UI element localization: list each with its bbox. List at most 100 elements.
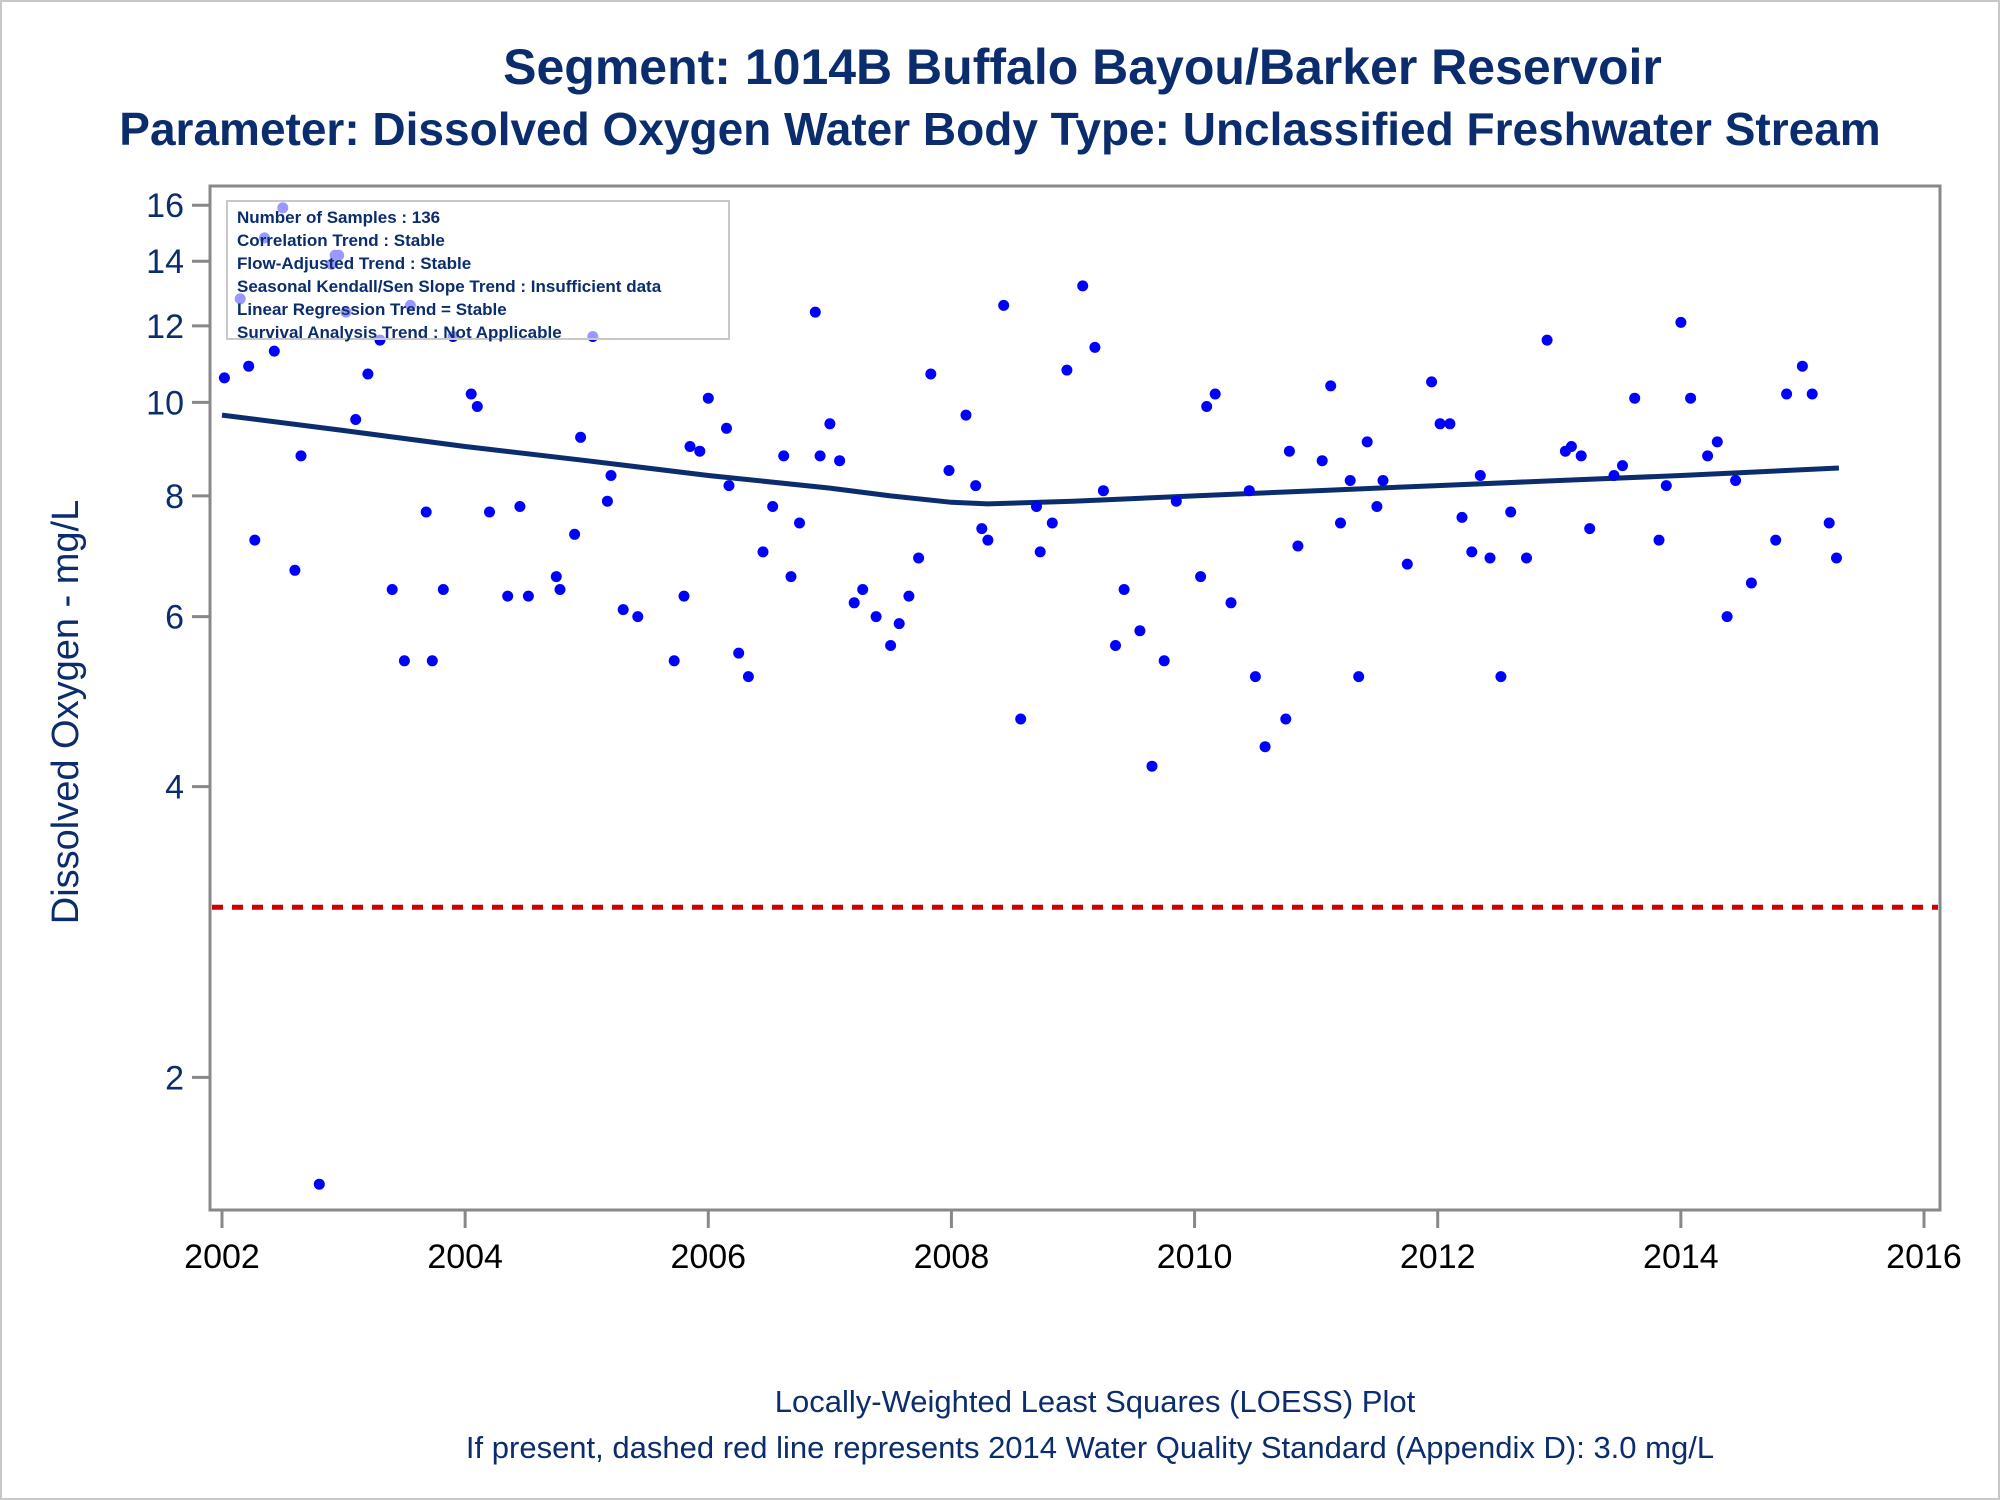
y-tick-label: 2 xyxy=(165,1059,184,1097)
data-point xyxy=(605,470,617,481)
data-point xyxy=(767,501,779,512)
data-point xyxy=(1617,460,1628,472)
data-point xyxy=(1015,713,1027,725)
data-point xyxy=(893,618,905,630)
stat-flow-adjusted-trend: Flow-Adjusted Trend : Stable xyxy=(237,254,472,273)
data-points xyxy=(218,202,1842,1190)
data-point xyxy=(1745,577,1757,589)
data-point xyxy=(1249,671,1261,683)
stat-survival-analysis: Survival Analysis Trend : Not Applicable xyxy=(237,323,562,342)
data-point xyxy=(1280,713,1292,725)
footnote-standard: If present, dashed red line represents 2… xyxy=(465,1430,1715,1465)
data-point xyxy=(1426,376,1438,388)
data-point xyxy=(824,418,836,430)
stat-seasonal-kendall: Seasonal Kendall/Sen Slope Trend : Insuf… xyxy=(237,277,662,296)
y-tick-label: 14 xyxy=(146,243,184,281)
data-point xyxy=(903,590,915,602)
data-point xyxy=(502,590,514,602)
data-point xyxy=(1806,388,1818,400)
data-point xyxy=(742,671,754,683)
data-point xyxy=(1823,517,1835,529)
data-point xyxy=(814,450,826,462)
data-point xyxy=(1335,517,1346,529)
data-point xyxy=(1444,418,1456,430)
data-point xyxy=(848,597,860,609)
data-point xyxy=(1770,534,1782,546)
data-point xyxy=(1474,470,1486,481)
data-point xyxy=(998,299,1010,311)
x-tick-label: 2008 xyxy=(914,1238,990,1276)
data-point xyxy=(1495,671,1507,683)
data-point xyxy=(885,640,897,651)
data-point xyxy=(1325,380,1337,392)
data-point xyxy=(1675,316,1687,328)
data-point xyxy=(243,360,255,372)
data-point xyxy=(668,655,680,667)
data-point xyxy=(1259,741,1271,753)
data-point xyxy=(733,647,745,659)
data-point xyxy=(426,655,438,667)
data-point xyxy=(1565,441,1577,452)
data-point xyxy=(514,501,526,512)
data-point xyxy=(757,546,769,558)
data-point xyxy=(1097,485,1109,497)
x-tick-label: 2012 xyxy=(1400,1238,1476,1276)
data-point xyxy=(785,571,797,583)
data-point xyxy=(1401,558,1413,570)
data-point xyxy=(1484,552,1496,564)
chart-subtitle: Parameter: Dissolved Oxygen Water Body T… xyxy=(119,103,1881,155)
data-point xyxy=(1629,392,1641,404)
x-tick-label: 2016 xyxy=(1886,1238,1962,1276)
data-point xyxy=(471,401,483,412)
data-point xyxy=(249,534,261,546)
data-point xyxy=(1541,334,1553,346)
data-point xyxy=(870,611,882,623)
data-point xyxy=(1702,450,1714,462)
x-tick-label: 2002 xyxy=(184,1238,260,1276)
data-point xyxy=(1466,546,1478,558)
y-tick-label: 16 xyxy=(146,187,184,225)
data-point xyxy=(437,584,449,595)
data-point xyxy=(1456,511,1468,523)
data-point xyxy=(632,611,644,623)
data-point xyxy=(1046,517,1058,529)
data-point xyxy=(684,441,696,452)
data-point xyxy=(1031,501,1042,512)
data-point xyxy=(976,523,988,535)
chart-title: Segment: 1014B Buffalo Bayou/Barker Rese… xyxy=(503,39,1662,95)
statistics-legend: Number of Samples : 136 Correlation Tren… xyxy=(226,200,730,342)
data-point xyxy=(925,368,937,380)
data-point xyxy=(1077,280,1089,292)
y-tick-label: 10 xyxy=(146,384,184,422)
data-point xyxy=(982,534,994,546)
data-point xyxy=(1225,597,1237,609)
data-point xyxy=(1608,470,1620,481)
data-point xyxy=(420,506,432,518)
data-point xyxy=(1361,436,1373,448)
data-point xyxy=(1660,480,1672,492)
data-point xyxy=(1243,485,1255,497)
data-point xyxy=(1584,523,1596,535)
data-point xyxy=(554,584,566,595)
data-point xyxy=(1505,506,1517,518)
data-point xyxy=(1344,475,1356,486)
data-point xyxy=(575,431,587,443)
data-point xyxy=(362,368,374,380)
loess-line xyxy=(221,412,1840,507)
data-point xyxy=(1575,450,1587,462)
stat-correlation-trend: Correlation Trend : Stable xyxy=(237,231,445,250)
data-point xyxy=(1796,360,1808,372)
data-point xyxy=(1685,392,1697,404)
data-point xyxy=(465,388,477,400)
data-point xyxy=(723,480,735,492)
data-point xyxy=(1170,495,1182,507)
data-point xyxy=(1316,455,1328,467)
stat-samples: Number of Samples : 136 xyxy=(237,208,441,227)
data-point xyxy=(1110,640,1121,651)
data-point xyxy=(218,372,230,384)
data-point xyxy=(295,450,307,462)
data-point xyxy=(398,655,410,667)
data-point xyxy=(943,465,955,476)
data-point xyxy=(350,414,362,425)
data-point xyxy=(794,517,805,529)
